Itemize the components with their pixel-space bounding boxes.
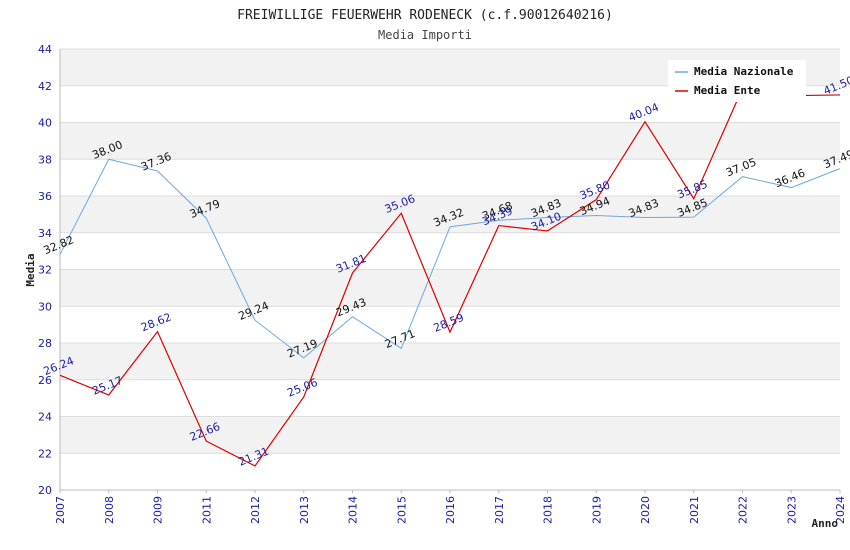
x-tick-label: 2014 (347, 496, 360, 524)
x-tick-label: 2020 (639, 496, 652, 524)
series-line-nazionale (59, 158, 841, 359)
data-label-ente: 28.59 (432, 311, 466, 335)
legend-label-nazionale: Media Nazionale (694, 65, 794, 78)
grid-band (60, 122, 840, 160)
grid-band (60, 416, 840, 454)
chart-title: FREIWILLIGE FEUERWEHR RODENECK (c.f.9001… (237, 8, 613, 23)
x-tick-label: 2009 (152, 496, 165, 524)
grid-band (60, 343, 840, 380)
y-tick-label: 40 (38, 117, 52, 130)
data-label-ente: 28.62 (139, 310, 173, 334)
grid-bands (60, 49, 840, 454)
x-tick-label: 2008 (103, 496, 116, 524)
x-tick-label: 2011 (200, 496, 213, 524)
x-tick-label: 2017 (493, 496, 506, 524)
y-tick-label: 38 (38, 153, 52, 166)
y-tick-label: 24 (38, 411, 52, 424)
x-tick-label: 2016 (444, 496, 457, 524)
legend: Media Nazionale Media Ente (668, 60, 806, 102)
axes (59, 49, 841, 493)
x-tick-label: 2015 (395, 496, 408, 524)
y-axis-title: Media (24, 253, 37, 286)
data-label-nazionale: 36.46 (773, 166, 807, 190)
gridlines (60, 48, 840, 491)
x-tick-label: 2023 (785, 496, 798, 524)
x-tick-label: 2022 (737, 496, 750, 524)
y-tick-label: 28 (38, 337, 52, 350)
series-lines (59, 87, 841, 467)
grid-band (60, 269, 840, 307)
series-line-ente (59, 87, 841, 467)
y-tick-label: 32 (38, 264, 52, 277)
x-tick-label: 2013 (298, 496, 311, 524)
x-tick-label: 2024 (834, 496, 847, 524)
x-axis-title: Anno (812, 517, 839, 530)
x-tick-label: 2021 (688, 496, 701, 524)
y-tick-label: 30 (38, 300, 52, 313)
y-tick-label: 20 (38, 484, 52, 497)
legend-box (668, 60, 806, 102)
legend-label-ente: Media Ente (694, 84, 761, 97)
x-tick-label: 2019 (590, 496, 603, 524)
y-tick-label: 26 (38, 374, 52, 387)
x-tick-label: 2012 (249, 496, 262, 524)
y-tick-label: 44 (38, 43, 52, 56)
y-tick-label: 42 (38, 80, 52, 93)
x-tick-labels: 2007 2008 2009 2011 2012 2013 2014 2015 2016 2017… (54, 496, 847, 524)
data-label-ente: 40.04 (627, 101, 661, 125)
y-tick-label: 36 (38, 190, 52, 203)
x-tick-label: 2007 (54, 496, 67, 524)
chart-subtitle: Media Importi (378, 28, 472, 42)
y-tick-label: 22 (38, 447, 52, 460)
y-tick-labels: 20 22 24 26 28 30 32 34 36 38 40 42 44 (38, 43, 52, 497)
x-tick-label: 2018 (542, 496, 555, 524)
y-tick-label: 34 (38, 227, 52, 240)
